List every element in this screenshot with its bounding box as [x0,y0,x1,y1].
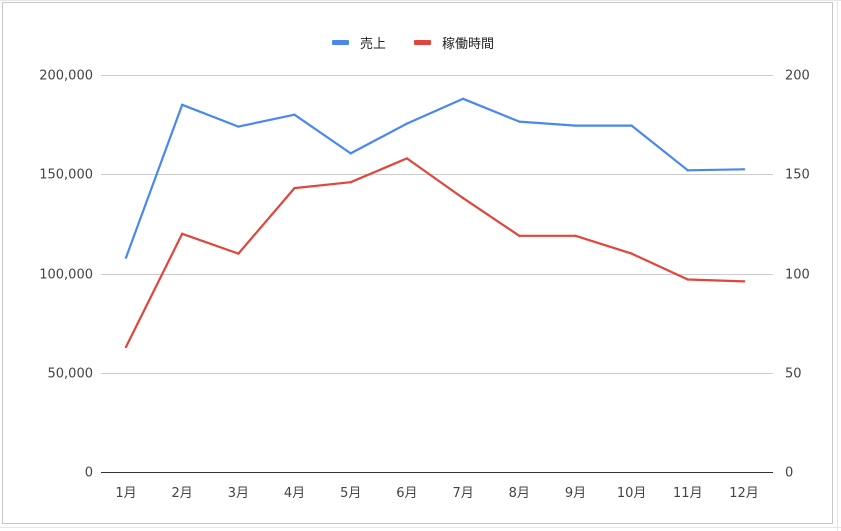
data-point-hours[interactable] [686,278,689,281]
gridlines [101,75,773,374]
series-lines [124,97,746,349]
data-point-sales[interactable] [574,124,577,127]
y-left-tick-label: 0 [85,466,93,481]
data-point-sales[interactable] [742,168,746,171]
data-point-hours[interactable] [574,234,577,237]
data-point-hours[interactable] [630,252,633,255]
data-point-sales[interactable] [349,152,352,155]
data-point-hours[interactable] [461,196,465,200]
y-left-tick-label: 100,000 [39,268,93,283]
legend-swatch-hours [414,40,431,45]
legend-label-sales[interactable]: 売上 [360,36,386,52]
data-point-hours[interactable] [349,181,352,184]
x-tick-label: 4月 [284,486,305,501]
legend[interactable]: 売上 稼働時間 [332,36,494,52]
x-tick-label: 8月 [509,486,530,501]
data-point-sales[interactable] [461,97,465,101]
line-chart: 0 50,000 100,000 150,000 200,000 0 50 100 150 200… [39,36,810,502]
data-point-hours[interactable] [405,157,409,160]
y-right-tick-label: 200 [785,69,810,84]
x-tick-label: 1月 [115,486,136,501]
data-point-hours[interactable] [237,252,240,255]
x-tick-label: 3月 [228,486,249,501]
data-point-sales[interactable] [518,120,521,123]
axes: 0 50,000 100,000 150,000 200,000 0 50 100 150 200… [39,69,810,502]
x-tick-label: 7月 [452,486,473,501]
x-tick-label: 11月 [673,486,703,501]
series-line-sales[interactable] [124,97,746,259]
y-left-tick-label: 200,000 [39,69,93,84]
x-tick-label: 2月 [172,486,193,501]
data-point-hours[interactable] [293,186,296,190]
x-tick-label: 5月 [340,486,361,501]
data-point-sales[interactable] [237,125,240,128]
x-tick-label: 10月 [617,486,647,501]
data-point-sales[interactable] [405,122,409,125]
data-point-sales[interactable] [630,124,633,127]
series-line-hours[interactable] [124,157,746,348]
y-right-tick-label: 50 [785,367,802,382]
data-point-sales[interactable] [124,256,128,259]
chart-container[interactable]: 0 50,000 100,000 150,000 200,000 0 50 100 150 200… [2,2,833,524]
y-right-tick-label: 150 [785,168,810,183]
data-point-hours[interactable] [124,345,128,349]
x-tick-label: 6月 [396,486,417,501]
y-left-tick-label: 150,000 [39,168,93,183]
legend-label-hours[interactable]: 稼働時間 [442,37,494,52]
data-point-hours[interactable] [518,234,521,237]
data-point-sales[interactable] [293,113,296,116]
data-point-hours[interactable] [742,280,746,283]
legend-swatch-sales [332,40,349,45]
y-right-tick-label: 0 [785,466,793,481]
data-point-hours[interactable] [181,232,184,235]
x-tick-label: 9月 [565,486,586,501]
data-point-sales[interactable] [181,103,184,107]
x-tick-label: 12月 [729,486,759,501]
y-left-tick-label: 50,000 [48,367,94,382]
y-right-tick-label: 100 [785,268,810,283]
data-point-sales[interactable] [686,169,689,172]
